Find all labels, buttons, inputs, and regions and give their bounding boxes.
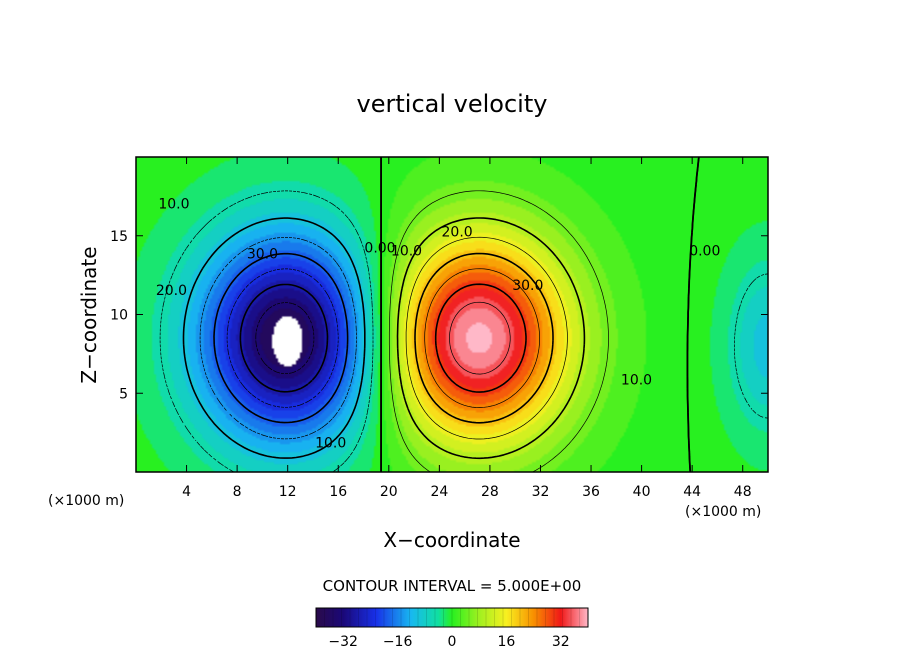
contour-label: 10.0: [158, 196, 189, 212]
contour-level-25: [424, 268, 540, 408]
x-tick-label: 4: [182, 484, 191, 500]
contour-level-10: [396, 217, 586, 460]
x-tick-label: 20: [380, 484, 398, 500]
contour-interval-text: CONTOUR INTERVAL = 5.000E+00: [323, 577, 582, 595]
contour-label: 0.00: [689, 244, 720, 260]
contour-level-neg15: [199, 237, 357, 440]
x-tick-label: 36: [582, 484, 600, 500]
y-tick-label: 15: [110, 229, 128, 245]
contour-level-30: [434, 283, 527, 393]
contour-level-neg10: [182, 217, 366, 459]
chart-title: vertical velocity: [357, 90, 548, 118]
x-tick-label: 28: [481, 484, 499, 500]
contour-level-neg20: [213, 252, 349, 424]
colorbar-ticks: −32 −16 0 16 32: [324, 608, 580, 650]
x-tick-label: 12: [279, 484, 297, 500]
contour-label: 0.00: [364, 240, 395, 256]
x-axis-ticks: 4 8 12 16 20 24 28 32 36 40 44 48: [182, 157, 752, 500]
contour-lines: [159, 157, 768, 472]
contour-label: 10.0: [315, 436, 346, 452]
y-axis-ticks: 5 10 15: [110, 229, 768, 402]
colorbar-tick-label: 16: [497, 634, 515, 650]
contour-label: 20.0: [156, 283, 187, 299]
contour-level-5: [388, 190, 609, 472]
y-tick-label: 5: [119, 386, 128, 402]
contour-level-35: [449, 301, 511, 375]
x-tick-label: 32: [532, 484, 550, 500]
contour-label: 10.0: [391, 244, 422, 260]
colorbar-tick-label: −16: [383, 634, 413, 650]
x-tick-label: 16: [329, 484, 347, 500]
contour-level-neg25: [226, 268, 339, 408]
x-axis-label: X−coordinate: [383, 528, 520, 552]
contour-level-20: [414, 252, 554, 424]
colorbar: [315, 607, 589, 628]
velocity-field: [136, 157, 768, 472]
y-tick-label: 10: [110, 308, 128, 324]
colorbar-tick-label: 32: [552, 634, 570, 650]
contour-label: 20.0: [442, 225, 473, 241]
y-axis-label: Z−coordinate: [77, 246, 101, 383]
x-tick-label: 40: [633, 484, 651, 500]
x-tick-label: 8: [233, 484, 242, 500]
x-tick-label: 44: [683, 484, 701, 500]
colorbar-tick-label: −32: [328, 634, 358, 650]
contour-label: 30.0: [247, 247, 278, 263]
contour-level-neg5: [159, 190, 768, 472]
x-unit-label-left: (×1000 m): [48, 493, 124, 509]
contour-level-zero: [380, 157, 700, 472]
x-tick-label: 24: [430, 484, 448, 500]
contour-level-neg35: [255, 302, 315, 375]
contour-level-neg30: [239, 283, 329, 393]
contour-level-15: [405, 236, 568, 440]
contour-label: 10.0: [621, 373, 652, 389]
colorbar-tick-label: 0: [448, 634, 457, 650]
x-tick-label: 48: [734, 484, 752, 500]
x-unit-label-right: (×1000 m): [685, 504, 761, 520]
contour-label: 30.0: [512, 278, 543, 294]
